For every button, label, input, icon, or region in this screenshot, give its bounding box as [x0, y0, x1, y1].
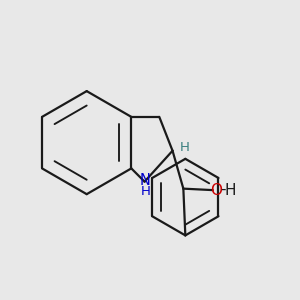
Text: H: H [179, 141, 189, 154]
Text: H: H [141, 185, 151, 199]
Text: -: - [220, 182, 226, 197]
Text: H: H [224, 183, 236, 198]
Text: N: N [139, 173, 150, 188]
Text: O: O [210, 183, 222, 198]
